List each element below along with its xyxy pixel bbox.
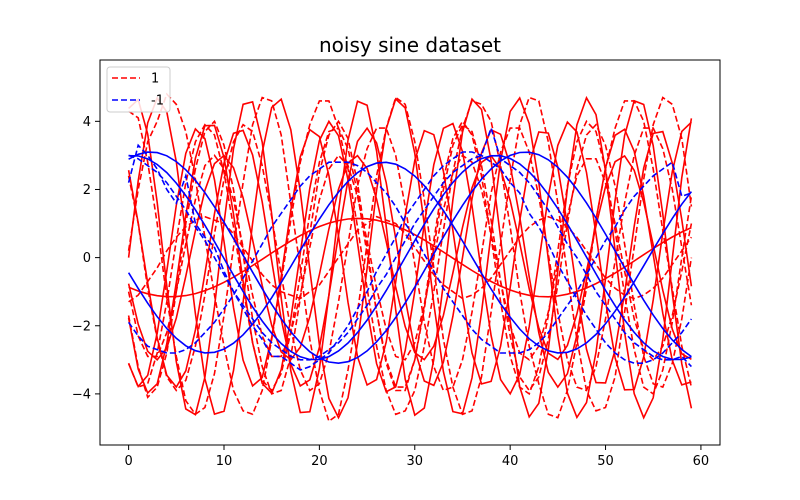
series-noisy-1	[128, 96, 693, 423]
axes-frame	[99, 59, 721, 446]
series-smooth-8	[127, 161, 693, 354]
series-smooth-9	[128, 154, 692, 361]
series-noisy-5	[128, 215, 693, 303]
x-tick-label: 30	[406, 454, 423, 469]
chart-title: noisy sine dataset	[319, 33, 501, 57]
series-smooth-1	[128, 95, 693, 420]
x-tick-label: 10	[216, 454, 233, 469]
series-noisy-4	[127, 154, 693, 362]
legend: 1-1	[106, 66, 171, 113]
x-tick-label: 50	[597, 454, 614, 469]
legend-label: -1	[151, 94, 164, 109]
series-smooth-5	[128, 217, 692, 298]
series-smooth-0	[127, 96, 693, 420]
x-tick-label: 0	[124, 454, 132, 469]
x-tick-label: 60	[693, 454, 710, 469]
series-noisy-2	[127, 123, 693, 392]
y-axis: −4 −2 0 2 4	[72, 115, 100, 402]
y-tick-label: 2	[83, 183, 91, 198]
series-smooth-6	[127, 119, 692, 396]
y-tick-label: 0	[83, 251, 91, 266]
y-tick-label: −4	[72, 387, 91, 402]
y-tick-label: −2	[72, 319, 91, 334]
series-smooth-7	[128, 151, 692, 365]
legend-label: 1	[151, 72, 159, 87]
y-tick-label: 4	[83, 115, 91, 130]
plot-area	[127, 92, 693, 423]
series-noisy-8	[127, 160, 692, 354]
x-tick-label: 40	[502, 454, 519, 469]
x-axis: 0 10 20 30 40 50 60	[124, 445, 709, 469]
x-tick-label: 20	[311, 454, 328, 469]
series-smooth-3	[127, 127, 693, 389]
series-noisy-9	[128, 125, 692, 368]
